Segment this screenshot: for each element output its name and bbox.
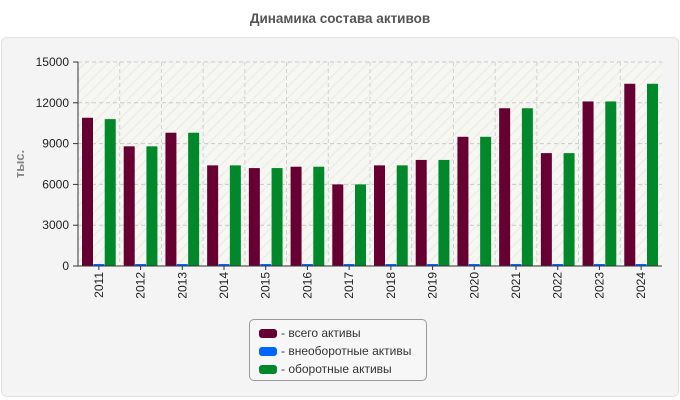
bar-всего-активы-2023 (582, 101, 594, 266)
bar-внеоборотные-активы-2012 (135, 264, 147, 266)
bar-оборотные-активы-2014 (229, 165, 241, 266)
bar-всего-активы-2014 (207, 165, 219, 266)
bar-внеоборотные-активы-2019 (427, 264, 439, 266)
y-tick-label: 6000 (42, 177, 69, 191)
bar-внеоборотные-активы-2024 (635, 264, 647, 266)
bar-внеоборотные-активы-2013 (176, 264, 188, 266)
x-tick-label: 2020 (467, 272, 481, 299)
x-tick-label: 2022 (551, 272, 565, 299)
bar-внеоборотные-активы-2021 (510, 264, 522, 266)
bar-всего-активы-2022 (540, 153, 552, 266)
bar-оборотные-активы-2013 (188, 132, 200, 266)
bar-внеоборотные-активы-2016 (301, 264, 313, 266)
bar-оборотные-активы-2021 (521, 108, 533, 267)
y-tick-label: 12000 (36, 96, 70, 110)
bar-внеоборотные-активы-2017 (343, 264, 355, 266)
bar-внеоборотные-активы-2020 (468, 264, 480, 266)
bar-внеоборотные-активы-2023 (593, 264, 605, 266)
bar-всего-активы-2013 (165, 132, 177, 266)
legend-item: - всего активы (259, 324, 426, 342)
chart-title: Динамика состава активов (249, 11, 431, 26)
bar-всего-активы-2021 (499, 108, 511, 267)
legend-swatch (259, 328, 277, 338)
y-tick-label: 15000 (36, 55, 70, 69)
legend-item: - внеоборотные активы (259, 342, 426, 360)
bar-оборотные-активы-2018 (396, 165, 408, 266)
bar-внеоборотные-активы-2014 (218, 264, 230, 266)
y-axis-label: тыс. (12, 150, 27, 178)
bar-всего-активы-2024 (624, 83, 636, 266)
bar-оборотные-активы-2024 (647, 83, 658, 266)
x-tick-label: 2012 (134, 272, 148, 299)
legend-label: - всего активы (281, 326, 361, 340)
bar-оборотные-активы-2016 (313, 166, 325, 266)
legend: - всего активы - внеоборотные активы - обо… (249, 319, 427, 381)
bar-оборотные-активы-2011 (104, 119, 116, 267)
bar-оборотные-активы-2017 (355, 184, 366, 266)
bar-оборотные-активы-2012 (146, 146, 158, 266)
bar-оборотные-активы-2022 (563, 153, 575, 266)
x-tick-label: 2016 (300, 272, 314, 299)
bar-оборотные-активы-2020 (480, 136, 492, 266)
bar-всего-активы-2017 (332, 184, 344, 266)
bar-всего-активы-2011 (82, 117, 93, 266)
bar-всего-активы-2016 (290, 166, 302, 266)
bar-всего-активы-2015 (248, 168, 260, 266)
bar-всего-активы-2012 (123, 146, 135, 266)
bar-оборотные-активы-2019 (438, 159, 450, 266)
bar-всего-активы-2018 (374, 165, 385, 266)
bar-оборотные-активы-2015 (271, 168, 283, 266)
x-tick-label: 2019 (426, 272, 440, 299)
y-tick-label: 9000 (42, 137, 69, 151)
x-tick-label: 2013 (175, 272, 189, 299)
bar-внеоборотные-активы-2015 (260, 264, 272, 266)
legend-swatch (259, 346, 277, 356)
x-tick-label: 2018 (384, 272, 398, 299)
legend-label: - оборотные активы (281, 362, 392, 376)
legend-swatch (259, 364, 277, 374)
x-tick-label: 2015 (259, 272, 273, 299)
x-tick-label: 2017 (342, 272, 356, 299)
legend-label: - внеоборотные активы (281, 344, 412, 358)
bar-внеоборотные-активы-2022 (552, 264, 564, 266)
x-tick-label: 2014 (217, 272, 231, 299)
bar-всего-активы-2019 (415, 159, 427, 266)
x-tick-label: 2021 (509, 272, 523, 299)
y-tick-label: 0 (62, 259, 69, 273)
bar-внеоборотные-активы-2011 (93, 264, 105, 266)
y-tick-label: 3000 (42, 218, 69, 232)
bar-оборотные-активы-2023 (605, 101, 617, 266)
x-tick-label: 2011 (92, 272, 106, 298)
legend-item: - оборотные активы (259, 360, 426, 378)
x-tick-label: 2023 (592, 272, 606, 299)
bar-всего-активы-2020 (457, 136, 469, 266)
bar-внеоборотные-активы-2018 (385, 264, 397, 266)
x-tick-label: 2024 (634, 272, 648, 299)
